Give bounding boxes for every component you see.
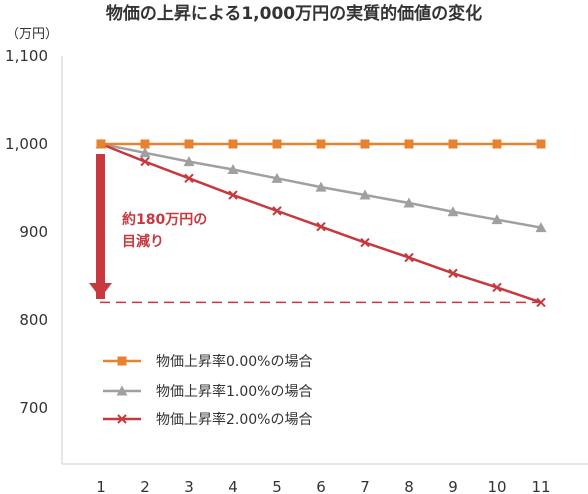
data-point [140,139,150,149]
data-point [316,222,326,232]
data-point [271,172,283,183]
y-tick-label: 700 [19,399,48,417]
series-1 [96,139,546,149]
legend-item: 物価上昇率0.00%の場合 [103,353,312,370]
series-group [95,138,547,308]
x-tick-label: 7 [360,478,370,494]
legend-item: 物価上昇率1.00%の場合 [103,383,312,400]
data-point [183,156,195,167]
arrow-head [89,283,112,298]
data-point [491,214,503,225]
x-tick-label: 10 [487,478,506,494]
legend-item: 物価上昇率2.00%の場合 [103,411,312,428]
data-point [404,139,414,149]
data-point [272,206,282,216]
y-tick-label: 1,100 [5,47,48,65]
arrow-shaft [96,154,105,299]
data-point [492,282,502,293]
legend-marker [116,385,128,396]
annotation: 約180万円の 目減り [122,211,207,250]
data-point [403,197,415,208]
data-point [316,139,326,149]
legend-marker [117,356,127,366]
legend-marker [117,414,127,424]
data-point [228,139,238,149]
data-point [184,173,194,184]
data-point [96,139,106,149]
data-point [315,181,327,192]
data-point [228,190,238,200]
legend-label: 物価上昇率2.00%の場合 [156,411,312,428]
data-point [535,222,547,233]
y-tick-label: 800 [19,311,48,329]
data-point [404,252,414,263]
axes [61,56,588,465]
x-tick-label: 4 [228,478,238,494]
data-point [536,139,546,149]
data-point [360,139,370,149]
data-point [360,237,370,248]
annotation-line1: 約180万円の [122,211,207,228]
data-point [140,156,150,167]
x-tick-label: 5 [272,478,282,494]
data-point [139,147,151,158]
data-point [359,189,371,200]
y-tick-label: 1,000 [5,135,48,153]
x-tick-label: 3 [184,478,194,494]
legend-label: 物価上昇率0.00%の場合 [156,353,312,370]
data-point [448,139,458,149]
chart-title: 物価の上昇による1,000万円の実質的価値の変化 [106,3,482,24]
data-point [448,268,458,279]
y-axis-unit: （万円） [6,27,58,42]
data-point [272,139,282,149]
reduction-indicator [89,154,540,304]
x-tick-label: 6 [316,478,326,494]
x-tick-label: 8 [404,478,414,494]
data-point [227,164,239,175]
y-tick-labels: 700 800 900 1,000 1,100 [5,47,48,417]
data-point [447,206,459,217]
x-tick-label: 9 [448,478,458,494]
data-point [184,139,194,149]
annotation-line2: 目減り [122,233,164,250]
data-point [492,139,502,149]
x-tick-label: 11 [531,478,550,494]
legend-label: 物価上昇率1.00%の場合 [156,383,312,400]
x-tick-labels: 1 2 3 4 5 6 7 8 9 10 11 [96,478,550,494]
data-point [536,297,546,308]
y-tick-label: 900 [19,223,48,241]
x-tick-label: 2 [140,478,150,494]
x-tick-label: 1 [96,478,106,494]
